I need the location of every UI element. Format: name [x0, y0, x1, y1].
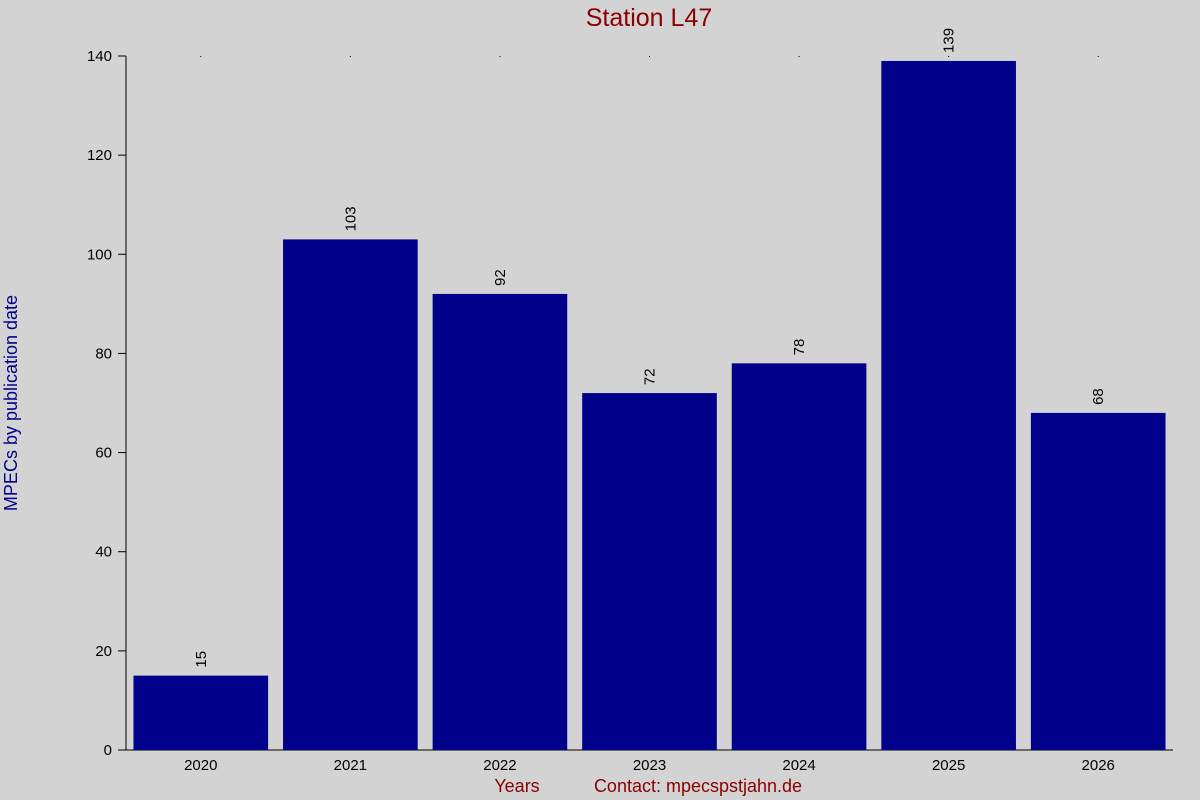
y-tick-label: 80 — [95, 345, 112, 362]
x-tick-label: 2024 — [782, 757, 815, 774]
bar — [432, 293, 568, 750]
y-tick-label: 60 — [95, 445, 112, 462]
x-tick-label: 2026 — [1082, 757, 1115, 774]
value-label: 68 — [1090, 388, 1107, 405]
value-label: 139 — [941, 28, 958, 53]
y-tick-label: 40 — [95, 544, 112, 561]
x-tick-label: 2020 — [184, 757, 217, 774]
y-tick-label: 140 — [87, 48, 112, 65]
value-label: 78 — [791, 339, 808, 356]
bar — [283, 239, 418, 750]
x-axis-label: Years — [494, 776, 539, 796]
bar — [881, 60, 1016, 750]
bar — [582, 393, 717, 750]
value-label: 92 — [492, 269, 509, 286]
x-tick-label: 2023 — [633, 757, 666, 774]
y-tick-label: 100 — [87, 246, 112, 263]
bar — [1030, 412, 1166, 750]
value-label: 103 — [342, 206, 359, 231]
x-tick-label: 2025 — [932, 757, 965, 774]
x-tick-label: 2021 — [334, 757, 367, 774]
x-tick-label: 2022 — [483, 757, 516, 774]
chart-title: Station L47 — [586, 4, 713, 32]
y-axis-label: MPECs by publication date — [1, 295, 21, 511]
value-label: 15 — [193, 651, 210, 668]
top-tick-dot — [948, 56, 950, 57]
top-tick-dot — [499, 56, 501, 57]
top-tick-dot — [200, 56, 202, 57]
contact-note: Contact: mpecspstjahn.de — [594, 776, 802, 796]
top-tick-dot — [1097, 56, 1099, 57]
top-tick-dot — [798, 56, 800, 57]
y-tick-label: 0 — [104, 742, 112, 759]
top-tick-dot — [349, 56, 351, 57]
bar — [731, 363, 867, 750]
top-tick-dot — [649, 56, 650, 57]
y-tick-label: 120 — [87, 147, 112, 164]
bar — [133, 675, 269, 750]
y-tick-label: 20 — [95, 643, 112, 660]
value-label: 72 — [642, 368, 659, 385]
